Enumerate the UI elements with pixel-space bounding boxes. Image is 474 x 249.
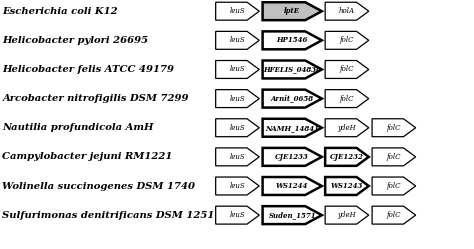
Polygon shape	[216, 119, 259, 137]
Text: WS1243: WS1243	[331, 182, 363, 190]
Polygon shape	[263, 148, 322, 166]
Polygon shape	[216, 148, 259, 166]
Polygon shape	[325, 119, 369, 137]
Text: leuS: leuS	[230, 36, 245, 44]
Text: HP1546: HP1546	[276, 36, 308, 44]
Text: Campylobacter jejuni RM1221: Campylobacter jejuni RM1221	[2, 152, 173, 161]
Text: lptE: lptE	[284, 7, 301, 15]
Text: holA: holA	[339, 7, 355, 15]
Polygon shape	[216, 61, 259, 78]
Text: leuS: leuS	[230, 182, 245, 190]
Text: HFELIS_04830: HFELIS_04830	[263, 65, 321, 73]
Polygon shape	[325, 148, 369, 166]
Polygon shape	[325, 31, 369, 49]
Text: CJE1233: CJE1233	[275, 153, 309, 161]
Polygon shape	[216, 90, 259, 108]
Polygon shape	[372, 206, 416, 224]
Text: Escherichia coli K12: Escherichia coli K12	[2, 7, 118, 16]
Text: WS1244: WS1244	[276, 182, 309, 190]
Polygon shape	[216, 31, 259, 49]
Polygon shape	[263, 90, 322, 108]
Text: folC: folC	[340, 36, 354, 44]
Polygon shape	[216, 177, 259, 195]
Text: folC: folC	[387, 182, 401, 190]
Text: NAMH_14841: NAMH_14841	[265, 124, 319, 132]
Text: leuS: leuS	[230, 211, 245, 219]
Polygon shape	[325, 2, 369, 20]
Polygon shape	[372, 119, 416, 137]
Text: Suden_1571: Suden_1571	[268, 211, 316, 219]
Polygon shape	[372, 148, 416, 166]
Text: leuS: leuS	[230, 153, 245, 161]
Text: ydeH: ydeH	[337, 211, 356, 219]
Text: folC: folC	[387, 124, 401, 132]
Text: Helicobacter felis ATCC 49179: Helicobacter felis ATCC 49179	[2, 65, 174, 74]
Text: Arnit_0658: Arnit_0658	[271, 95, 314, 103]
Text: Wolinella succinogenes DSM 1740: Wolinella succinogenes DSM 1740	[2, 182, 195, 190]
Polygon shape	[216, 2, 259, 20]
Polygon shape	[263, 2, 322, 20]
Text: Sulfurimonas denitrificans DSM 1251: Sulfurimonas denitrificans DSM 1251	[2, 211, 215, 220]
Polygon shape	[263, 61, 322, 78]
Polygon shape	[263, 206, 322, 224]
Text: leuS: leuS	[230, 95, 245, 103]
Polygon shape	[263, 177, 322, 195]
Polygon shape	[263, 119, 322, 137]
Polygon shape	[325, 177, 369, 195]
Text: leuS: leuS	[230, 7, 245, 15]
Text: Nautilia profundicola AmH: Nautilia profundicola AmH	[2, 123, 154, 132]
Text: Arcobacter nitrofigilis DSM 7299: Arcobacter nitrofigilis DSM 7299	[2, 94, 189, 103]
Polygon shape	[216, 206, 259, 224]
Polygon shape	[325, 90, 369, 108]
Text: leuS: leuS	[230, 124, 245, 132]
Text: Helicobacter pylori 26695: Helicobacter pylori 26695	[2, 36, 148, 45]
Text: folC: folC	[340, 65, 354, 73]
Text: folC: folC	[387, 153, 401, 161]
Text: folC: folC	[387, 211, 401, 219]
Polygon shape	[325, 206, 369, 224]
Text: CJE1232: CJE1232	[330, 153, 364, 161]
Text: folC: folC	[340, 95, 354, 103]
Polygon shape	[372, 177, 416, 195]
Text: ydeH: ydeH	[337, 124, 356, 132]
Text: leuS: leuS	[230, 65, 245, 73]
Polygon shape	[325, 61, 369, 78]
Polygon shape	[263, 31, 322, 49]
